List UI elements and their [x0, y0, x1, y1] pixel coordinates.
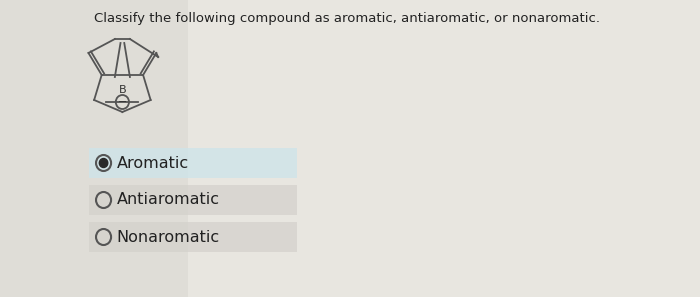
FancyBboxPatch shape [90, 185, 297, 215]
Text: −: − [118, 97, 127, 107]
Text: Aromatic: Aromatic [117, 156, 189, 170]
Text: Classify the following compound as aromatic, antiaromatic, or nonaromatic.: Classify the following compound as aroma… [94, 12, 600, 25]
Bar [0, 0, 188, 297]
FancyBboxPatch shape [90, 148, 297, 178]
Text: Nonaromatic: Nonaromatic [117, 230, 220, 244]
Text: Antiaromatic: Antiaromatic [117, 192, 220, 208]
FancyBboxPatch shape [90, 222, 297, 252]
Circle shape [99, 159, 108, 168]
Text: B: B [118, 85, 126, 95]
